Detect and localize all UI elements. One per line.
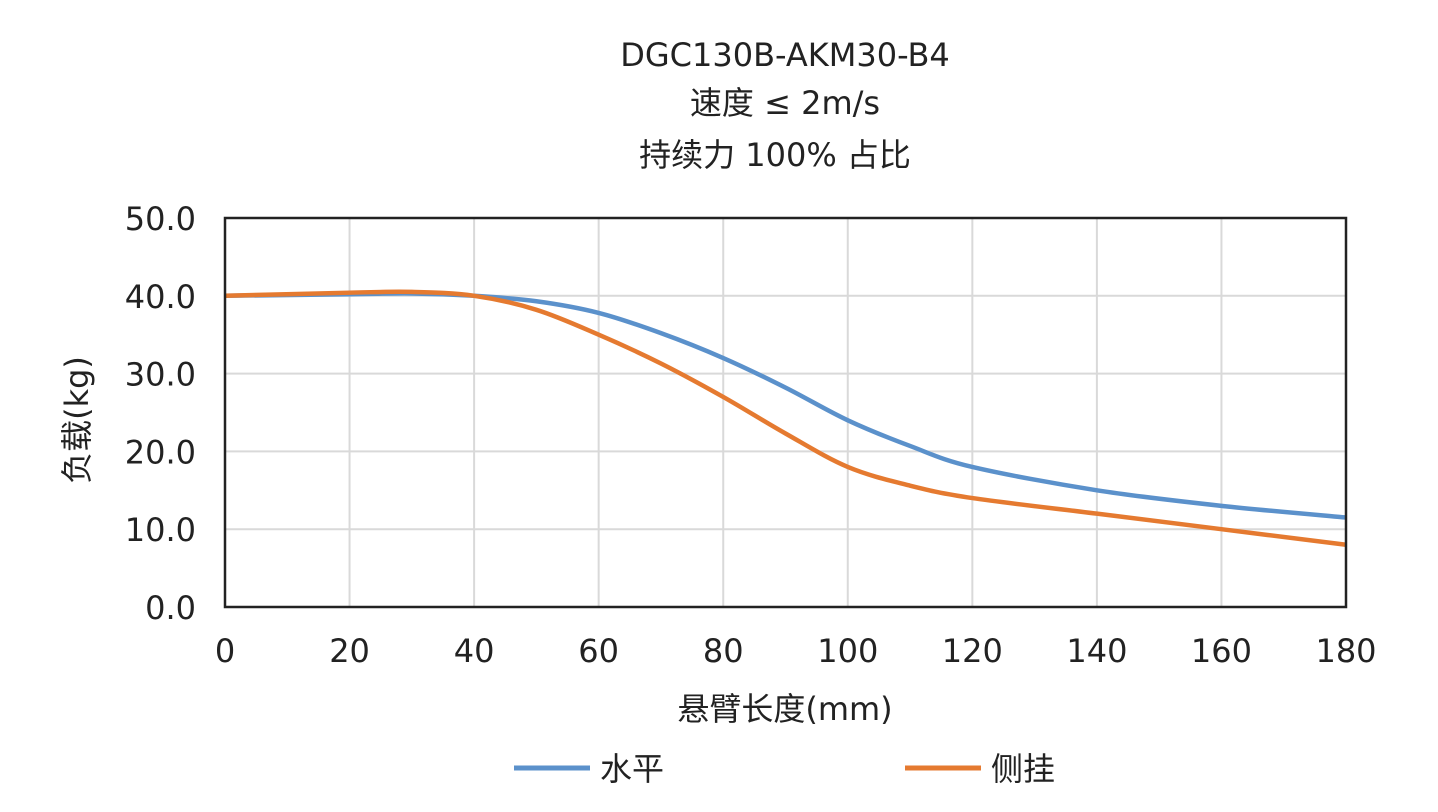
- y-tick-label: 20.0: [125, 433, 196, 471]
- y-tick-label: 30.0: [125, 356, 196, 394]
- y-tick-label: 50.0: [125, 200, 196, 238]
- plot-border: [223, 216, 1348, 609]
- x-tick-label: 60: [578, 632, 619, 670]
- series-lines: [224, 289, 1347, 547]
- legend-label-side: 侧挂: [991, 750, 1055, 788]
- x-tick-label: 40: [454, 632, 495, 670]
- x-tick-label: 140: [1066, 632, 1127, 670]
- series-line-1: [224, 289, 1347, 547]
- y-tick-label: 10.0: [125, 511, 196, 549]
- x-tick-label: 20: [329, 632, 370, 670]
- chart-title-line-1: DGC130B-AKM30-B4: [620, 36, 950, 74]
- series-line-0: [224, 291, 1347, 520]
- legend-label-horizontal: 水平: [600, 750, 664, 788]
- x-tick-label: 180: [1315, 632, 1376, 670]
- x-tick-label: 0: [215, 632, 235, 670]
- x-tick-label: 100: [817, 632, 878, 670]
- x-tick-label: 120: [942, 632, 1003, 670]
- legend: 水平 侧挂: [514, 750, 1055, 788]
- x-tick-label: 160: [1191, 632, 1252, 670]
- y-tick-label: 0.0: [145, 589, 196, 627]
- y-tick-label: 40.0: [125, 278, 196, 316]
- chart-title-line-3: 持续力 100% 占比: [639, 136, 911, 174]
- grid: [224, 217, 1347, 608]
- x-tick-label: 80: [703, 632, 744, 670]
- x-axis-label: 悬臂长度(mm): [677, 690, 892, 728]
- tick-labels: 0 20 40 60 80 100 120 140 160 180 0.0 10.0 20.0 30.0 4…: [125, 200, 1377, 670]
- y-axis-label: 负载(kg): [58, 356, 96, 484]
- chart-title-line-2: 速度 ≤ 2m/s: [690, 84, 880, 122]
